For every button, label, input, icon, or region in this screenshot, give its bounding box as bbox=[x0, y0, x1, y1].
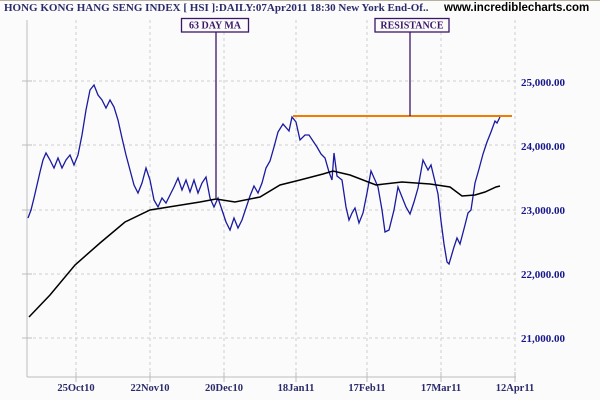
svg-text:18Jan11: 18Jan11 bbox=[278, 383, 315, 394]
svg-text:21,000.00: 21,000.00 bbox=[521, 333, 566, 345]
svg-text:17Mar11: 17Mar11 bbox=[421, 383, 461, 394]
svg-text:12Apr11: 12Apr11 bbox=[496, 383, 535, 394]
svg-text:www.incrediblecharts.com: www.incrediblecharts.com bbox=[443, 2, 589, 14]
svg-text:17Feb11: 17Feb11 bbox=[348, 383, 385, 394]
svg-text:RESISTANCE: RESISTANCE bbox=[380, 20, 443, 31]
svg-text:22,000.00: 22,000.00 bbox=[521, 269, 566, 281]
svg-text:22Nov10: 22Nov10 bbox=[130, 383, 169, 394]
svg-text:20Dec10: 20Dec10 bbox=[205, 383, 243, 394]
svg-text:25,000.00: 25,000.00 bbox=[521, 77, 566, 89]
svg-text:HONG KONG HANG SENG INDEX [ HS: HONG KONG HANG SENG INDEX [ HSI ]:DAILY:… bbox=[4, 2, 429, 14]
svg-text:23,000.00: 23,000.00 bbox=[521, 205, 566, 217]
svg-text:25Oct10: 25Oct10 bbox=[57, 383, 94, 394]
svg-text:63 DAY MA: 63 DAY MA bbox=[189, 20, 242, 31]
svg-text:24,000.00: 24,000.00 bbox=[521, 141, 566, 153]
